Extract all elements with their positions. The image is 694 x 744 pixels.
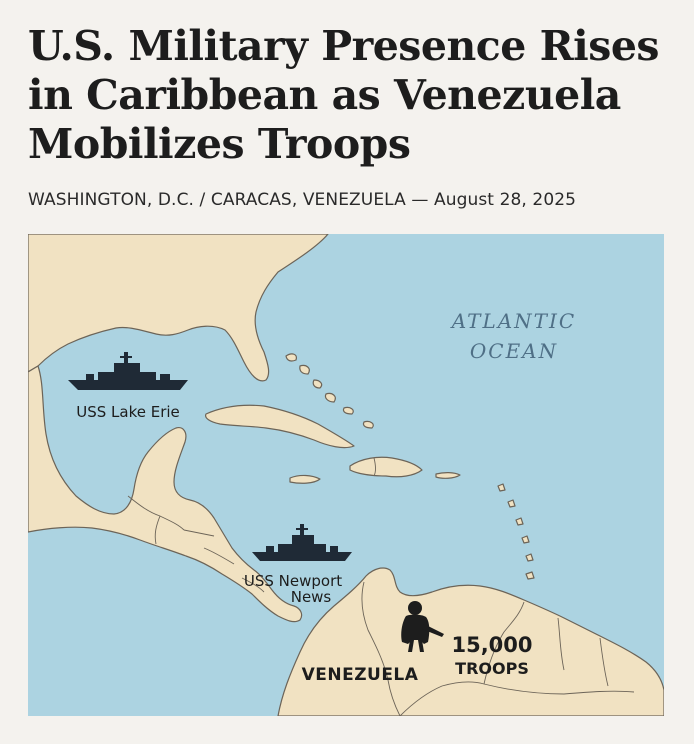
bahamas-5 [342,406,354,415]
warship-icon [68,352,188,390]
bahamas-4 [324,392,336,403]
warship-icon [252,524,352,561]
mexico-central-america [28,365,303,623]
headline-line-1: U.S. Military Presence Rises [28,22,660,70]
jamaica [289,474,321,484]
caribbean-map: ATLANTIC OCEAN USS Lake Erie USS Newport… [28,234,664,716]
antilles-3 [515,517,524,526]
bahamas-2 [299,364,310,375]
border-guyana-suriname [557,617,565,671]
border-honduras [183,529,215,537]
bahamas-1 [285,353,297,362]
antilles-2 [507,499,516,508]
border-suriname-guiana [599,637,609,687]
antilles-1 [497,483,506,492]
border-guatemala [154,515,161,545]
antilles-5 [525,553,534,562]
border-nicaragua [203,547,235,565]
border-haiti-dr [373,457,376,477]
antilles-6 [525,571,535,580]
border-venezuela-brazil [399,681,485,716]
ocean-label-ocean: OCEAN [470,339,558,363]
cuba [205,404,355,449]
troop-count: 15,000 [451,633,532,657]
us-mainland [28,234,329,382]
headline: U.S. Military Presence Rises in Caribbea… [28,22,678,169]
border-brazil [483,683,635,695]
border-costa-rica [241,577,265,593]
ocean-label-atlantic: ATLANTIC [450,309,576,333]
headline-line-3: Mobilizes Troops [28,120,411,168]
border-venezuela-guyana [483,601,525,685]
ship-label-lake-erie: USS Lake Erie [76,403,180,421]
country-label-venezuela: VENEZUELA [302,665,419,685]
border-colombia-venezuela [361,581,401,716]
south-america [277,567,664,716]
headline-line-2: in Caribbean as Venezuela [28,71,621,119]
bahamas-3 [312,379,323,389]
antilles-4 [521,535,530,544]
troop-label: TROOPS [455,659,529,678]
hispaniola [349,456,423,478]
soldier-icon [401,601,444,652]
ship-label-newport-news-2: News [291,588,332,606]
dateline: WASHINGTON, D.C. / CARACAS, VENEZUELA — … [28,190,577,210]
ship-label-newport-news-1: USS Newport [244,572,342,590]
puerto-rico [435,472,461,479]
bahamas-6 [362,420,374,429]
